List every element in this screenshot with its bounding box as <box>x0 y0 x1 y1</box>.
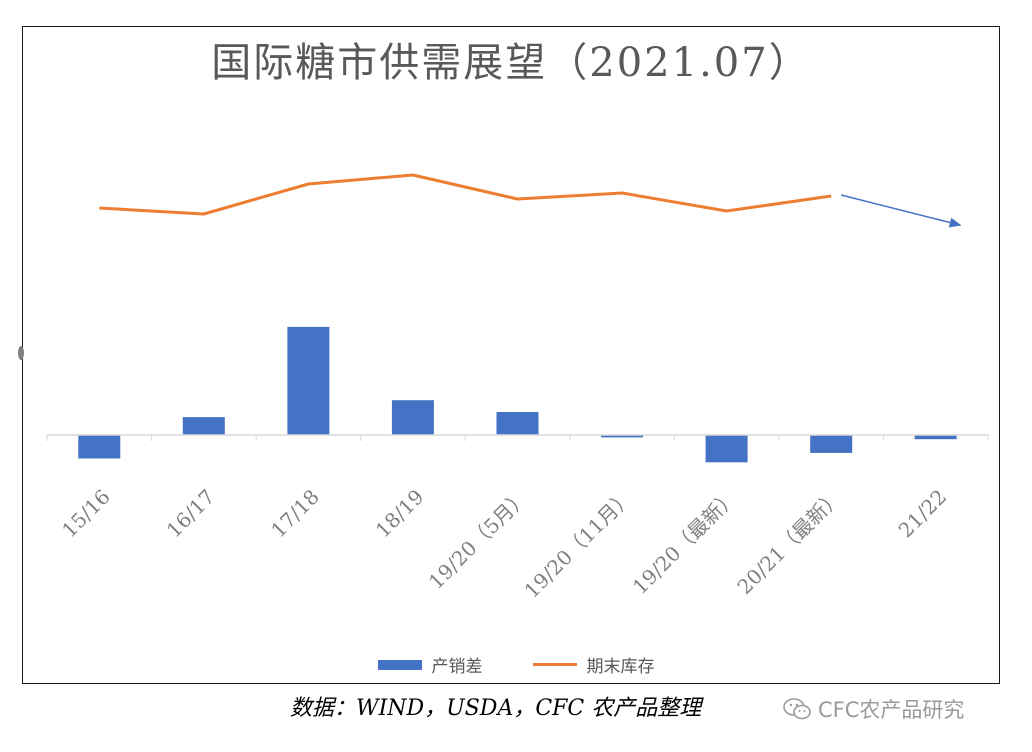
legend-label-line: 期末库存 <box>586 657 655 677</box>
x-label-0: 15/16 <box>57 485 115 543</box>
x-label-7: 20/21（最新） <box>732 485 846 599</box>
line-series-stock <box>99 173 832 216</box>
bar-8 <box>914 435 957 440</box>
wechat-icon <box>783 698 811 720</box>
bar-3 <box>391 400 434 435</box>
bar-4 <box>496 412 539 435</box>
x-label-6: 19/20（最新） <box>628 485 742 599</box>
bar-0 <box>78 435 121 459</box>
bar-2 <box>287 326 330 435</box>
legend-item-bar: 产销差 <box>377 652 483 677</box>
legend: 产销差 期末库存 <box>0 652 1032 677</box>
legend-swatch-line <box>532 663 577 666</box>
chart-title: 国际糖市供需展望（2021.07） <box>211 40 811 86</box>
bar-5 <box>601 435 644 438</box>
legend-item-line: 期末库存 <box>532 652 655 677</box>
axis-edge-mark <box>18 346 24 360</box>
x-label-1: 16/17 <box>162 485 220 543</box>
watermark-text: CFC农产品研究 <box>818 698 965 722</box>
x-label-8: 21/22 <box>894 485 952 543</box>
x-label-4: 19/20（5月） <box>424 485 533 594</box>
bar-7 <box>810 435 853 453</box>
bar-series-layer <box>78 326 957 463</box>
x-label-5: 19/20（11月） <box>519 485 637 603</box>
x-label-3: 18/19 <box>371 485 429 543</box>
x-axis-labels: 15/16 16/17 17/18 18/1919/20（5月）19/20（11月）1… <box>57 485 951 603</box>
bar-6 <box>705 435 748 463</box>
source-note: 数据：WIND，USDA，CFC 农产品整理 <box>290 696 702 721</box>
projection-arrow <box>841 194 962 228</box>
legend-label-bar: 产销差 <box>431 657 483 677</box>
bar-1 <box>182 417 225 435</box>
x-axis-ticks <box>46 435 989 441</box>
watermark: CFC农产品研究 <box>782 694 964 724</box>
line-series-layer <box>99 173 962 228</box>
legend-swatch-bar <box>377 659 422 670</box>
x-label-2: 17/18 <box>266 485 324 543</box>
